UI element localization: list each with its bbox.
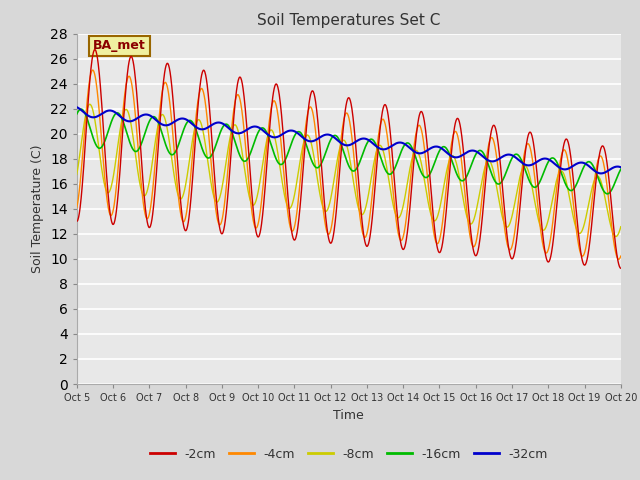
Y-axis label: Soil Temperature (C): Soil Temperature (C) [31,144,44,273]
X-axis label: Time: Time [333,408,364,421]
Legend: -2cm, -4cm, -8cm, -16cm, -32cm: -2cm, -4cm, -8cm, -16cm, -32cm [145,443,553,466]
Text: BA_met: BA_met [93,39,146,52]
Title: Soil Temperatures Set C: Soil Temperatures Set C [257,13,440,28]
